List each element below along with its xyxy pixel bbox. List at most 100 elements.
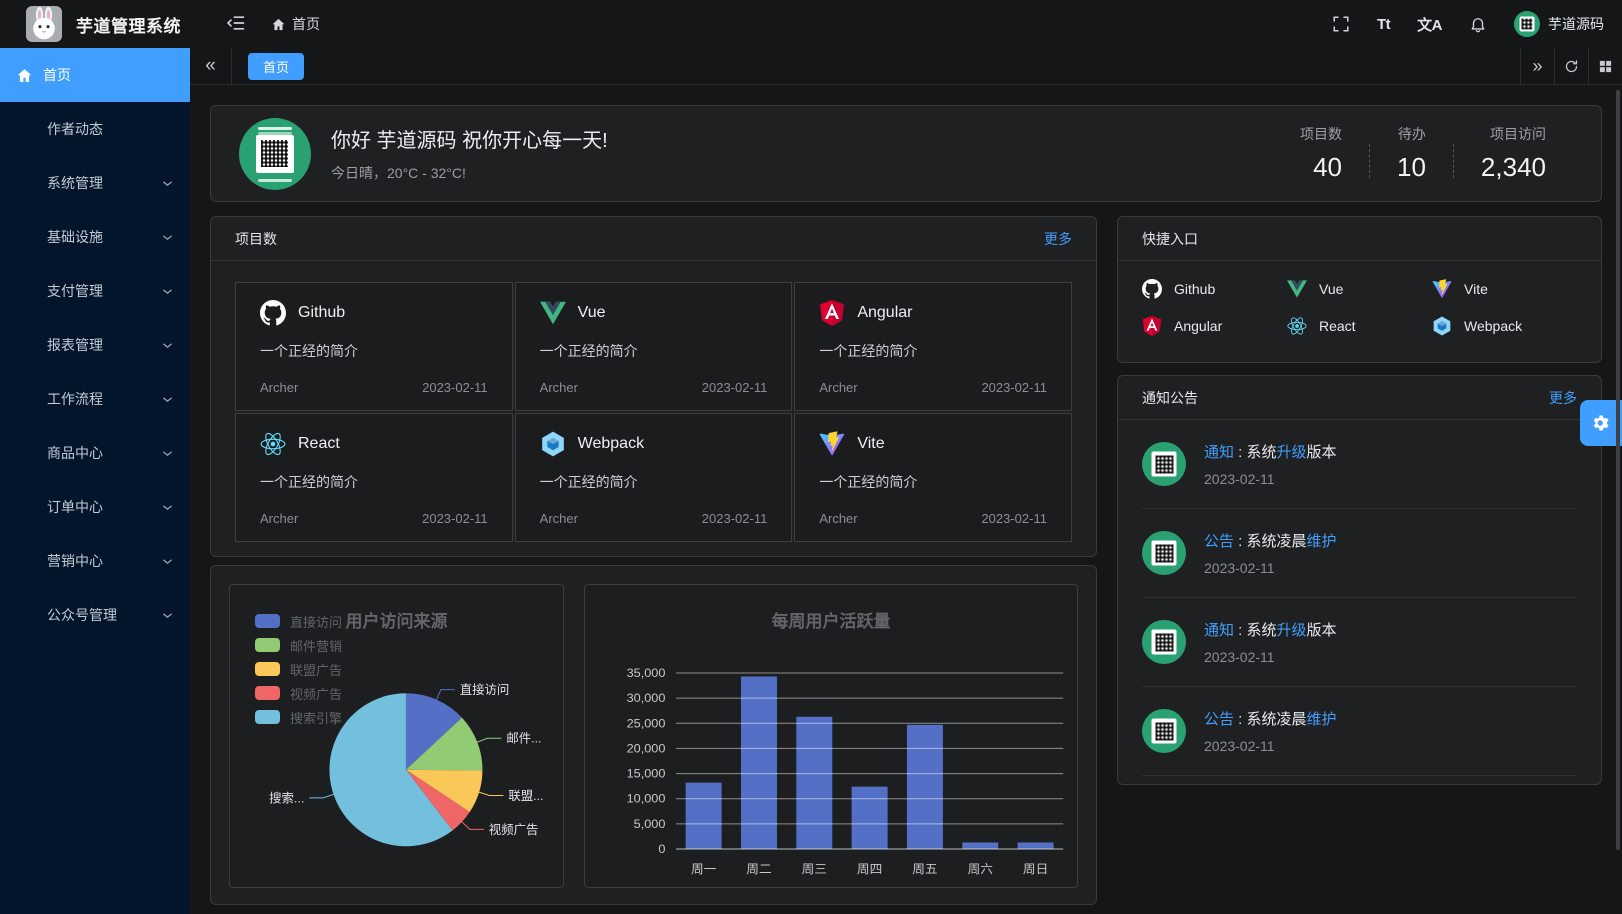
notices-card: 通知公告 更多 通知 : 系统升级版本 2023-02-11 公 (1117, 375, 1602, 785)
pie-legend: 直接访问邮件营销联盟广告视频广告搜索引擎 (255, 609, 342, 729)
chevron-down-icon (161, 447, 174, 460)
notice-item[interactable]: 通知 : 系统升级版本 2023-02-11 (1142, 598, 1577, 687)
legend-item[interactable]: 视频广告 (255, 681, 342, 705)
shortcuts-card: 快捷入口 Github Vue Vite Angular React Webpa… (1117, 216, 1602, 363)
project-card-github[interactable]: Github 一个正经的简介 Archer 2023-02-11 (235, 282, 513, 411)
svg-text:周五: 周五 (912, 862, 937, 876)
sidebar-item-product-center[interactable]: 商品中心 (0, 426, 190, 480)
chevron-down-icon (161, 555, 174, 568)
chevron-down-icon (161, 177, 174, 190)
legend-label: 搜索引擎 (290, 710, 343, 726)
svg-text:搜索...: 搜索... (269, 790, 304, 805)
project-card-vite[interactable]: Vite 一个正经的简介 Archer 2023-02-11 (794, 413, 1072, 542)
svg-text:视频广告: 视频广告 (489, 822, 539, 837)
svg-text:周四: 周四 (857, 862, 882, 876)
sidebar-item-infrastructure[interactable]: 基础设施 (0, 210, 190, 264)
legend-swatch (255, 710, 280, 724)
divider (1369, 143, 1370, 178)
notice-avatar (1142, 709, 1186, 753)
svg-text:25,000: 25,000 (627, 717, 666, 731)
notice-item[interactable]: 通知 : 系统升级版本 2023-02-11 (1142, 420, 1577, 509)
legend-item[interactable]: 邮件营销 (255, 633, 342, 657)
stats-group: 项目数 40 待办 10 项目访问 2,340 (1273, 124, 1573, 183)
shortcut-angular[interactable]: Angular (1142, 311, 1287, 341)
notice-avatar (1142, 531, 1186, 575)
top-header: 芋道管理系统 首页 Tt 文A 芋道源码 (0, 0, 1622, 48)
project-card-vue[interactable]: Vue 一个正经的简介 Archer 2023-02-11 (514, 282, 793, 411)
chevron-down-icon (161, 231, 174, 244)
menu-fold-icon[interactable] (225, 13, 247, 35)
shortcut-vite[interactable]: Vite (1432, 274, 1577, 304)
sidebar-item-label: 商品中心 (47, 445, 103, 461)
svg-text:15,000: 15,000 (627, 767, 666, 781)
sidebar-item-label: 营销中心 (47, 553, 103, 569)
sidebar-item-home[interactable]: 首页 (0, 48, 190, 102)
greeting-text: 你好 芋道源码 祝你开心每一天! (331, 130, 608, 152)
user-qr-avatar (239, 117, 311, 190)
divider (1452, 143, 1454, 178)
bar-chart-title: 每周用户活跃量 (771, 612, 891, 631)
vue-icon (539, 300, 566, 326)
chevron-down-icon (161, 339, 174, 352)
legend-item[interactable]: 搜索引擎 (255, 705, 342, 729)
sidebar-item-label: 工作流程 (47, 391, 103, 407)
shortcut-webpack[interactable]: Webpack (1432, 311, 1577, 341)
svg-text:20,000: 20,000 (627, 742, 666, 756)
notification-bell-icon[interactable] (1469, 15, 1487, 33)
github-icon (1142, 279, 1162, 299)
notice-item[interactable]: 公告 : 系统凌晨维护 2023-02-11 (1142, 687, 1577, 776)
svg-text:周六: 周六 (968, 862, 993, 876)
react-icon (260, 431, 286, 457)
project-card-webpack[interactable]: Webpack 一个正经的简介 Archer 2023-02-11 (514, 413, 793, 542)
react-icon (1287, 316, 1307, 336)
vite-icon (819, 431, 845, 457)
svg-text:邮件...: 邮件... (506, 732, 541, 746)
user-menu[interactable]: 芋道源码 (1514, 11, 1604, 37)
projects-more-link[interactable]: 更多 (1044, 230, 1072, 247)
sidebar-item-workflow[interactable]: 工作流程 (0, 372, 190, 426)
sidebar-item-marketing-center[interactable]: 营销中心 (0, 534, 190, 588)
tab-bar: « 首页 » (190, 48, 1622, 85)
avatar (1514, 11, 1540, 37)
shortcut-github[interactable]: Github (1142, 274, 1287, 304)
project-card-angular[interactable]: Angular 一个正经的简介 Archer 2023-02-11 (794, 282, 1072, 411)
notices-more-link[interactable]: 更多 (1549, 389, 1577, 406)
sidebar-item-report[interactable]: 报表管理 (0, 318, 190, 372)
scrollbar[interactable] (1616, 90, 1620, 850)
layout-grid-icon[interactable] (1588, 48, 1622, 84)
legend-label: 直接访问 (290, 614, 343, 630)
sidebar-item-payment[interactable]: 支付管理 (0, 264, 190, 318)
settings-gear-button[interactable] (1580, 400, 1622, 446)
stat-visits: 项目访问 2,340 (1480, 126, 1546, 182)
sidebar-item-label: 基础设施 (47, 229, 103, 245)
tab-home[interactable]: 首页 (248, 52, 305, 80)
sidebar-item-system[interactable]: 系统管理 (0, 156, 190, 210)
chevron-down-icon (161, 393, 174, 406)
legend-swatch (255, 686, 280, 700)
github-icon (260, 300, 286, 326)
refresh-icon[interactable] (1554, 48, 1588, 84)
sidebar-collapse-icon[interactable]: « (190, 48, 232, 84)
projects-card: 项目数 更多 Github 一个正经的简介 Archer 2023-02-11 V… (210, 216, 1097, 557)
sidebar-item-author-news[interactable]: 作者动态 (0, 102, 190, 156)
tabs-expand-icon[interactable]: » (1520, 48, 1554, 84)
shortcut-vue[interactable]: Vue (1287, 274, 1432, 304)
font-size-icon[interactable]: Tt (1376, 15, 1391, 33)
sidebar-item-official-account[interactable]: 公众号管理 (0, 588, 190, 642)
svg-text:周日: 周日 (1023, 862, 1048, 876)
legend-item[interactable]: 直接访问 (255, 609, 342, 633)
sidebar-item-order-center[interactable]: 订单中心 (0, 480, 190, 534)
vue-icon (1287, 279, 1307, 299)
breadcrumb[interactable]: 首页 (271, 14, 320, 34)
project-card-react[interactable]: React 一个正经的简介 Archer 2023-02-11 (235, 413, 513, 542)
legend-label: 联盟广告 (290, 662, 343, 678)
legend-item[interactable]: 联盟广告 (255, 657, 342, 681)
sidebar-item-label: 订单中心 (47, 499, 103, 515)
pie-chart-panel: 用户访问来源 直接访问 邮件营销 联盟广告 视频广告 搜索引擎 直接访问 邮件... 联盟.… (229, 584, 564, 888)
notice-avatar (1142, 442, 1186, 486)
fullscreen-icon[interactable] (1332, 15, 1350, 33)
sidebar-item-label: 公众号管理 (47, 607, 117, 623)
shortcut-react[interactable]: React (1287, 311, 1432, 341)
notice-item[interactable]: 公告 : 系统凌晨维护 2023-02-11 (1142, 509, 1577, 598)
language-icon[interactable]: 文A (1417, 14, 1442, 35)
